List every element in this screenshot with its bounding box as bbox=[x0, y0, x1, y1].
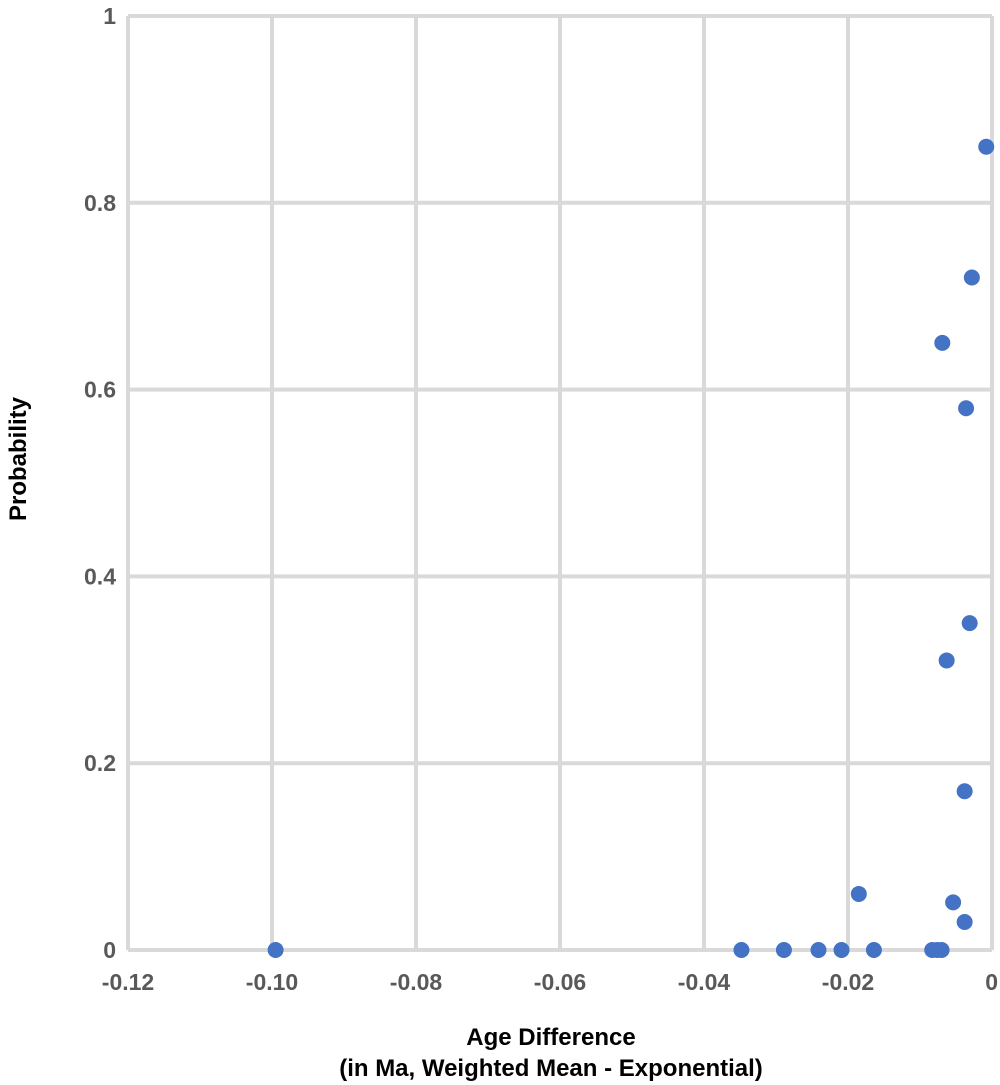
y-tick-label: 0.2 bbox=[84, 750, 116, 776]
x-axis-tick-labels: -0.12 -0.10 -0.08 -0.06 -0.04 -0.02 0 bbox=[102, 969, 998, 995]
data-points bbox=[267, 138, 995, 958]
data-point bbox=[958, 400, 975, 417]
data-point bbox=[733, 942, 750, 958]
x-axis-title-line-2: (in Ma, Weighted Mean - Exponential) bbox=[339, 1055, 763, 1082]
data-point bbox=[938, 652, 955, 669]
data-point bbox=[945, 894, 962, 911]
data-point bbox=[961, 615, 978, 632]
x-axis-title-line-1: Age Difference bbox=[466, 1024, 635, 1051]
horizontal-gridlines bbox=[128, 14, 992, 952]
data-point bbox=[956, 913, 973, 930]
x-tick-label: -0.04 bbox=[678, 969, 731, 995]
y-axis-tick-labels: 0 0.2 0.4 0.6 0.8 1 bbox=[84, 3, 116, 963]
data-point bbox=[850, 885, 867, 902]
x-tick-label: -0.02 bbox=[822, 969, 874, 995]
y-tick-label: 0.8 bbox=[84, 190, 116, 216]
x-tick-label: -0.10 bbox=[246, 969, 298, 995]
x-tick-label: -0.12 bbox=[102, 969, 154, 995]
x-tick-label: -0.08 bbox=[390, 969, 443, 995]
x-tick-label: -0.06 bbox=[534, 969, 586, 995]
data-point bbox=[810, 942, 827, 958]
vertical-gridlines bbox=[126, 16, 994, 950]
data-point bbox=[956, 783, 973, 800]
y-tick-label: 1 bbox=[103, 3, 116, 29]
y-tick-label: 0 bbox=[103, 937, 116, 963]
data-point bbox=[865, 942, 882, 958]
y-tick-label: 0.6 bbox=[84, 377, 116, 403]
data-point bbox=[775, 942, 792, 958]
y-tick-label: 0.4 bbox=[84, 563, 116, 589]
data-point bbox=[963, 269, 980, 286]
x-tick-label: 0 bbox=[985, 969, 998, 995]
y-axis-title: Probability bbox=[5, 396, 32, 521]
data-point bbox=[267, 942, 284, 958]
data-point bbox=[934, 334, 951, 351]
data-point bbox=[933, 942, 950, 958]
data-point bbox=[833, 942, 850, 958]
data-point bbox=[978, 138, 995, 155]
